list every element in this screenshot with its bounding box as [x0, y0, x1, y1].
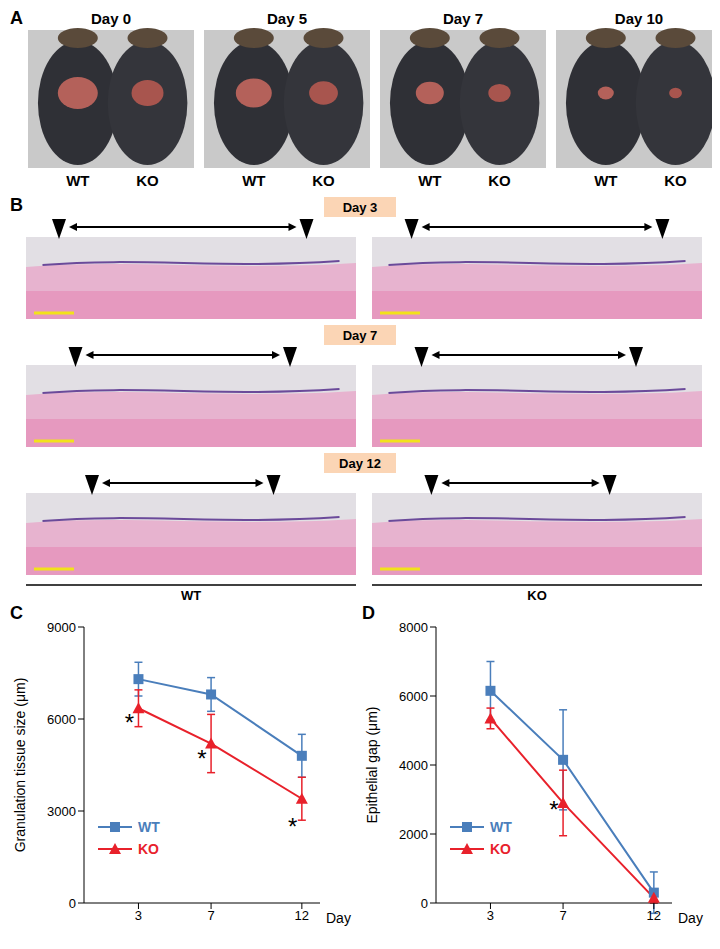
- svg-text:3000: 3000: [47, 804, 76, 819]
- svg-text:4000: 4000: [399, 758, 428, 773]
- svg-text:3: 3: [135, 908, 142, 923]
- svg-text:Day 0: Day 0: [91, 10, 131, 27]
- html-text:C: C: [10, 603, 23, 623]
- svg-text:0: 0: [69, 896, 76, 911]
- svg-text:9000: 9000: [47, 620, 76, 635]
- svg-text:KO: KO: [312, 172, 335, 189]
- svg-text:KO: KO: [664, 172, 687, 189]
- html-text:WT: WT: [138, 819, 160, 835]
- svg-text:Day: Day: [678, 910, 703, 926]
- svg-text:KO: KO: [527, 588, 547, 603]
- svg-text:KO: KO: [488, 172, 511, 189]
- svg-text:A: A: [10, 8, 23, 28]
- html-text:D: D: [362, 603, 375, 623]
- svg-text:Day 12: Day 12: [339, 456, 381, 471]
- svg-text:WT: WT: [181, 588, 201, 603]
- svg-text:7: 7: [207, 908, 214, 923]
- html-text:WT: WT: [490, 819, 512, 835]
- svg-text:Day 5: Day 5: [267, 10, 307, 27]
- svg-text:Granulation tissue size (μm): Granulation tissue size (μm): [12, 678, 28, 853]
- svg-text:3: 3: [487, 908, 494, 923]
- svg-text:2000: 2000: [399, 827, 428, 842]
- svg-text:0: 0: [421, 896, 428, 911]
- svg-text:WT: WT: [242, 172, 265, 189]
- svg-text:Day 7: Day 7: [443, 10, 483, 27]
- html-text:KO: KO: [138, 841, 159, 857]
- svg-text:Day 3: Day 3: [343, 200, 378, 215]
- svg-text:*: *: [288, 813, 297, 840]
- svg-text:12: 12: [295, 908, 309, 923]
- svg-text:6000: 6000: [47, 712, 76, 727]
- svg-text:6000: 6000: [399, 689, 428, 704]
- svg-text:*: *: [125, 709, 134, 736]
- svg-text:WT: WT: [66, 172, 89, 189]
- svg-text:B: B: [10, 195, 23, 215]
- svg-text:12: 12: [647, 908, 661, 923]
- svg-text:Epithelial gap (μm): Epithelial gap (μm): [364, 706, 380, 823]
- svg-text:*: *: [549, 796, 558, 823]
- svg-text:WT: WT: [594, 172, 617, 189]
- html-text:KO: KO: [490, 841, 511, 857]
- svg-text:KO: KO: [136, 172, 159, 189]
- svg-text:WT: WT: [418, 172, 441, 189]
- svg-text:7: 7: [559, 908, 566, 923]
- svg-text:8000: 8000: [399, 620, 428, 635]
- svg-text:Day: Day: [326, 910, 351, 926]
- svg-text:Day 10: Day 10: [615, 10, 663, 27]
- svg-text:*: *: [197, 745, 206, 772]
- svg-text:Day 7: Day 7: [343, 328, 378, 343]
